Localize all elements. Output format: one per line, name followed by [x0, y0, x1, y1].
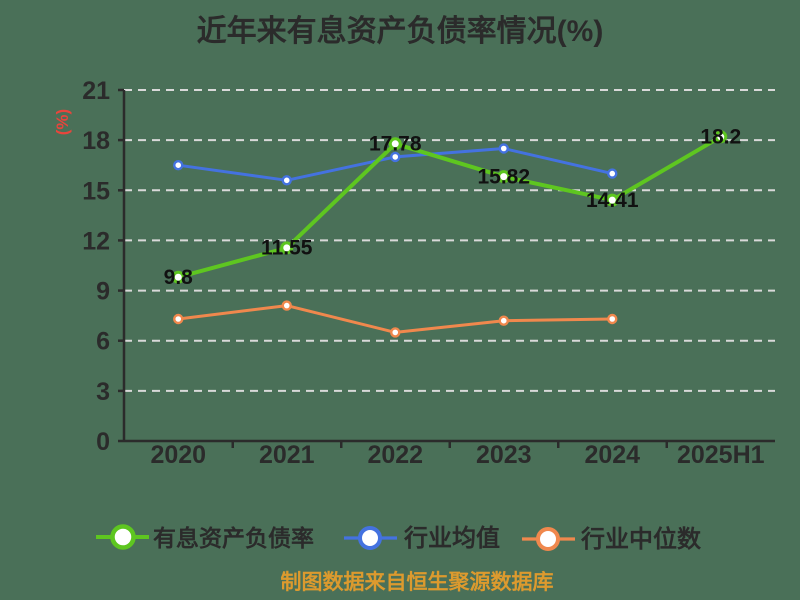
svg-text:2020: 2020: [150, 441, 206, 469]
svg-text:21: 21: [82, 77, 110, 105]
svg-text:2025H1: 2025H1: [677, 441, 765, 469]
svg-text:14.41: 14.41: [586, 189, 639, 212]
svg-text:17.78: 17.78: [369, 133, 422, 156]
svg-text:制图数据来自恒生聚源数据库: 制图数据来自恒生聚源数据库: [281, 570, 554, 594]
svg-text:2021: 2021: [259, 441, 315, 469]
svg-text:15: 15: [82, 177, 110, 205]
svg-text:行业中位数: 行业中位数: [580, 525, 702, 553]
svg-text:18.2: 18.2: [700, 126, 741, 149]
svg-text:(%): (%): [53, 109, 72, 135]
svg-text:9: 9: [96, 278, 110, 306]
svg-text:2023: 2023: [476, 441, 532, 469]
svg-text:9.8: 9.8: [164, 266, 194, 289]
svg-text:15.82: 15.82: [477, 165, 530, 188]
svg-text:11.55: 11.55: [261, 237, 313, 260]
svg-text:18: 18: [82, 127, 110, 155]
svg-text:2024: 2024: [584, 441, 640, 469]
svg-text:6: 6: [96, 328, 110, 356]
svg-text:有息资产负债率: 有息资产负债率: [153, 525, 314, 551]
svg-text:12: 12: [82, 227, 110, 255]
svg-text:3: 3: [96, 378, 110, 406]
svg-text:2022: 2022: [367, 441, 423, 469]
svg-text:行业均值: 行业均值: [403, 524, 500, 552]
svg-text:0: 0: [96, 428, 110, 456]
